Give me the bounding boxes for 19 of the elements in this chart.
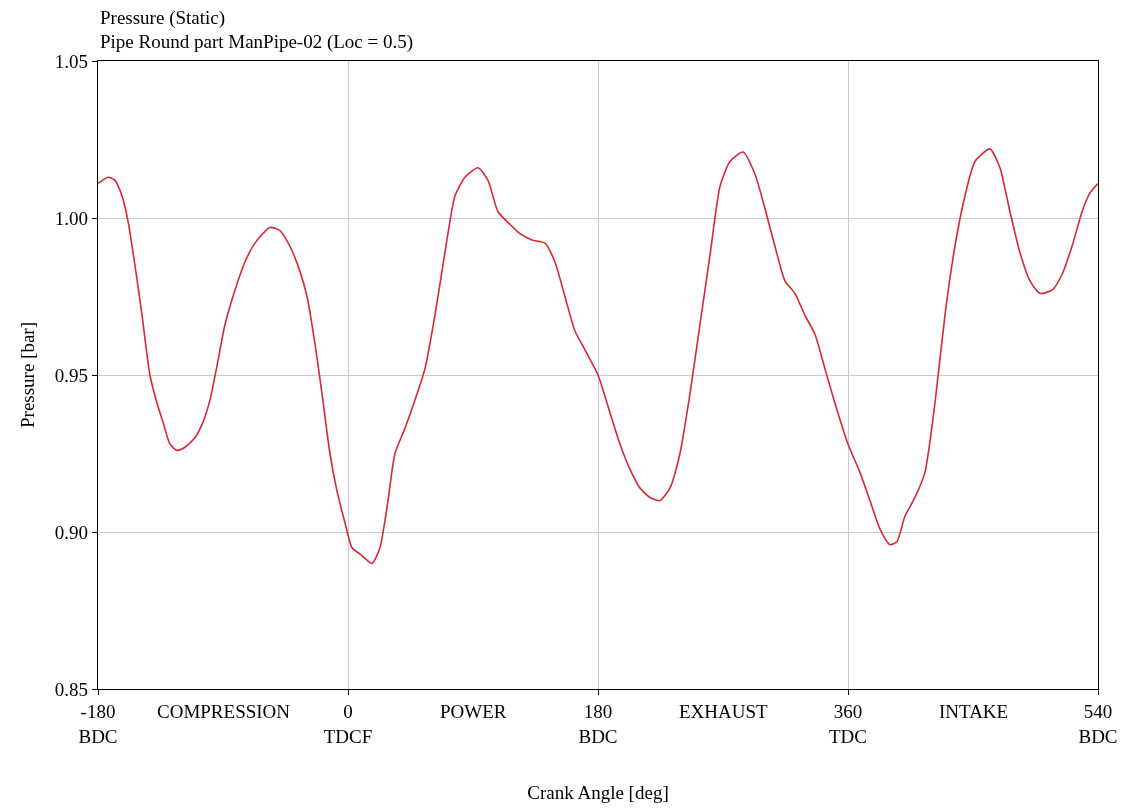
x-tick-label: 180 BDC: [578, 700, 618, 747]
x-tick-label: 540 BDC: [1078, 700, 1118, 747]
y-tick-label: 1.00: [54, 207, 89, 229]
text: INTAKE: [939, 701, 1009, 722]
x-tick-label: 360 TDC: [829, 700, 867, 747]
line-series: [98, 148, 1098, 565]
text: POWER: [440, 701, 507, 722]
y-tick-label: 0.95: [54, 364, 89, 386]
x-axis-title: Crank Angle [deg]: [527, 782, 669, 804]
y-tick-label: 0.90: [54, 521, 89, 543]
x-tick-label: -180 BDC: [78, 700, 118, 747]
y-tick-label: 1.05: [54, 50, 89, 72]
text: EXHAUST: [679, 701, 769, 722]
y-tick-label: 0.85: [54, 678, 89, 700]
chart-title: Pressure (Static): [100, 7, 226, 29]
x-tick-label: 0 TDCF: [323, 700, 373, 747]
text: COMPRESSION: [157, 701, 291, 722]
chart-subtitle: Pipe Round part ManPipe-02 (Loc = 0.5): [100, 31, 414, 53]
y-axis-title: Pressure [bar]: [16, 321, 38, 429]
